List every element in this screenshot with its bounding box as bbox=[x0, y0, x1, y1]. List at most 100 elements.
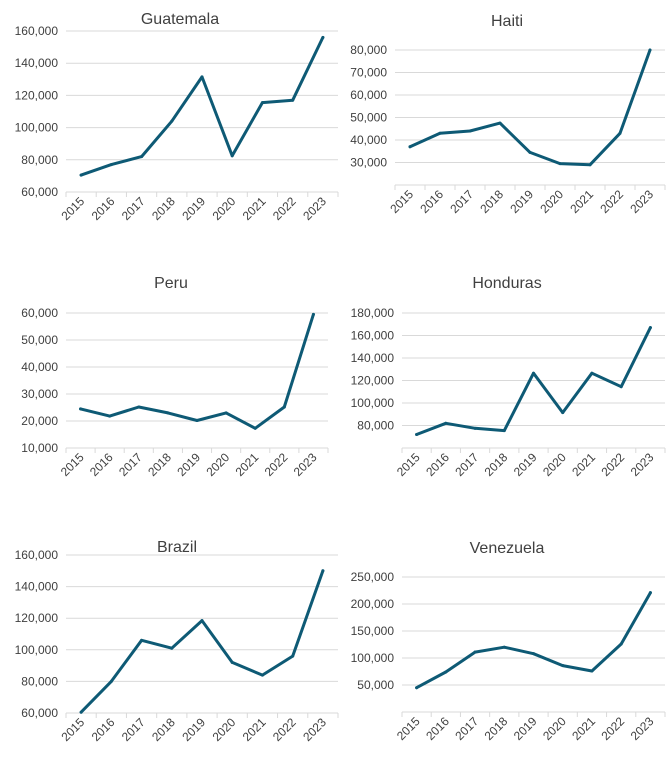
data-point bbox=[260, 673, 264, 677]
y-tick-label: 120,000 bbox=[15, 611, 59, 625]
x-tick-label: 2022 bbox=[262, 450, 291, 479]
x-tick-label: 2015 bbox=[394, 714, 423, 743]
data-point bbox=[619, 385, 623, 389]
x-tick-label: 2021 bbox=[240, 194, 269, 223]
data-point bbox=[473, 650, 477, 654]
data-point bbox=[79, 710, 83, 714]
data-point bbox=[140, 155, 144, 159]
data-point bbox=[109, 163, 113, 167]
data-point bbox=[648, 591, 652, 595]
y-tick-label: 50,000 bbox=[357, 678, 394, 692]
data-point bbox=[137, 405, 141, 409]
data-point bbox=[558, 162, 562, 166]
y-tick-label: 60,000 bbox=[21, 185, 58, 199]
x-tick-label: 2016 bbox=[417, 187, 446, 216]
y-tick-label: 160,000 bbox=[15, 548, 59, 562]
y-tick-label: 200,000 bbox=[351, 597, 395, 611]
data-point bbox=[195, 418, 199, 422]
x-tick-label: 2019 bbox=[179, 194, 208, 223]
y-tick-label: 50,000 bbox=[350, 111, 387, 125]
x-tick-label: 2019 bbox=[511, 714, 540, 743]
x-tick-label: 2020 bbox=[203, 450, 232, 479]
series-line bbox=[415, 326, 652, 436]
data-point bbox=[561, 664, 565, 668]
data-point bbox=[528, 150, 532, 154]
x-tick-label: 2021 bbox=[569, 714, 598, 743]
data-point bbox=[648, 326, 652, 330]
data-point bbox=[444, 421, 448, 425]
x-tick-label: 2015 bbox=[58, 194, 87, 223]
y-tick-label: 150,000 bbox=[351, 624, 395, 638]
x-tick-label: 2021 bbox=[569, 450, 598, 479]
x-tick-label: 2018 bbox=[149, 194, 178, 223]
y-tick-label: 80,000 bbox=[21, 153, 58, 167]
data-point bbox=[588, 163, 592, 167]
x-tick-label: 2018 bbox=[145, 450, 174, 479]
y-tick-label: 80,000 bbox=[357, 419, 394, 433]
data-point bbox=[498, 121, 502, 125]
chart-title: Venezuela bbox=[470, 540, 545, 557]
y-tick-label: 70,000 bbox=[350, 66, 387, 80]
chart-panel-3: Honduras 80,000 100,000 120,000 140,000 160,0… bbox=[351, 275, 666, 479]
data-point bbox=[291, 654, 295, 658]
data-point bbox=[532, 652, 535, 656]
data-point bbox=[590, 669, 594, 673]
data-point bbox=[321, 569, 325, 573]
data-point bbox=[468, 129, 472, 133]
x-tick-label: 2020 bbox=[210, 715, 239, 744]
x-tick-label: 2018 bbox=[149, 715, 178, 744]
data-point bbox=[200, 619, 204, 623]
x-tick-label: 2019 bbox=[511, 450, 540, 479]
data-point bbox=[561, 411, 565, 415]
y-tick-label: 40,000 bbox=[21, 360, 58, 374]
chart-title: Brazil bbox=[157, 539, 197, 556]
data-point bbox=[291, 98, 295, 102]
chart-panel-1: Haiti 30,000 40,000 50,000 60,000 70,000 80,00… bbox=[350, 13, 666, 216]
x-tick-label: 2017 bbox=[116, 450, 145, 479]
y-tick-label: 250,000 bbox=[351, 570, 395, 584]
y-tick-label: 100,000 bbox=[15, 121, 59, 135]
data-point bbox=[444, 670, 448, 674]
chart-title: Honduras bbox=[472, 275, 541, 292]
x-tick-label: 2023 bbox=[628, 450, 657, 479]
series-line bbox=[415, 591, 652, 690]
chart-title: Haiti bbox=[491, 13, 523, 30]
y-tick-label: 50,000 bbox=[21, 333, 58, 347]
x-tick-label: 2021 bbox=[233, 450, 262, 479]
x-tick-label: 2021 bbox=[240, 715, 269, 744]
series-line bbox=[408, 48, 652, 167]
x-tick-label: 2020 bbox=[210, 194, 239, 223]
y-tick-label: 80,000 bbox=[350, 43, 387, 57]
y-tick-label: 20,000 bbox=[21, 414, 58, 428]
x-tick-label: 2019 bbox=[179, 715, 208, 744]
data-point bbox=[502, 429, 506, 433]
x-tick-label: 2016 bbox=[89, 194, 118, 223]
x-tick-label: 2020 bbox=[537, 187, 566, 216]
series-line bbox=[79, 35, 325, 177]
x-tick-label: 2022 bbox=[599, 714, 628, 743]
x-tick-label: 2020 bbox=[540, 714, 569, 743]
chart-title: Guatemala bbox=[141, 11, 219, 28]
data-point bbox=[170, 119, 174, 123]
x-tick-label: 2020 bbox=[540, 450, 569, 479]
data-point bbox=[200, 75, 204, 79]
x-tick-label: 2016 bbox=[423, 450, 452, 479]
x-tick-label: 2021 bbox=[567, 187, 596, 216]
x-tick-label: 2017 bbox=[452, 714, 481, 743]
data-point bbox=[438, 131, 442, 135]
x-tick-label: 2016 bbox=[87, 450, 116, 479]
y-tick-label: 60,000 bbox=[21, 706, 58, 720]
x-tick-label: 2017 bbox=[452, 450, 481, 479]
data-point bbox=[415, 433, 419, 436]
data-point bbox=[590, 371, 594, 375]
data-point bbox=[140, 638, 144, 642]
data-point bbox=[532, 371, 535, 375]
x-tick-label: 2016 bbox=[89, 715, 118, 744]
x-tick-label: 2023 bbox=[628, 714, 657, 743]
data-point bbox=[321, 35, 325, 39]
y-tick-label: 120,000 bbox=[15, 88, 59, 102]
series-line bbox=[79, 312, 315, 430]
x-tick-label: 2015 bbox=[394, 450, 423, 479]
